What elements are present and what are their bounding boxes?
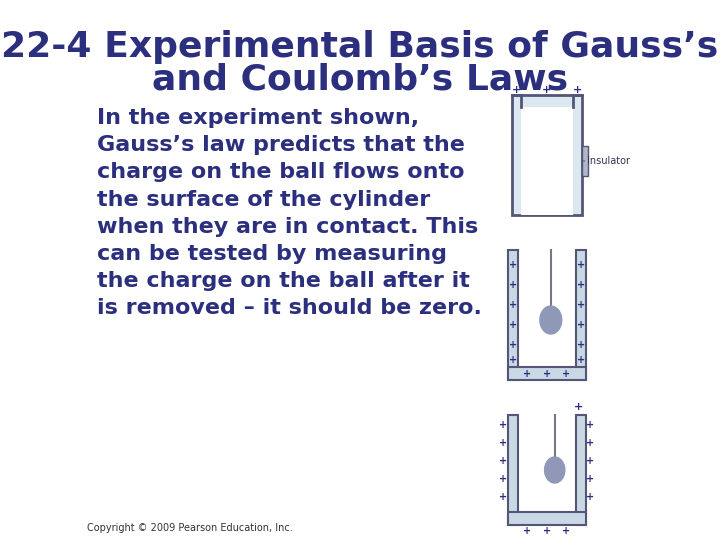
Text: Copyright © 2009 Pearson Education, Inc.: Copyright © 2009 Pearson Education, Inc.: [87, 523, 293, 533]
Bar: [508, 367, 586, 380]
Text: +: +: [499, 456, 508, 466]
Text: +: +: [499, 492, 508, 502]
Text: +: +: [587, 492, 595, 502]
Text: +: +: [562, 369, 570, 379]
Text: +: +: [587, 456, 595, 466]
Text: 22-4 Experimental Basis of Gauss’s: 22-4 Experimental Basis of Gauss’s: [1, 30, 719, 64]
Bar: [521, 107, 572, 215]
Text: +: +: [508, 355, 517, 365]
Text: Insulator: Insulator: [582, 156, 631, 166]
Text: +: +: [508, 320, 517, 330]
Bar: [582, 146, 588, 176]
Text: +: +: [573, 402, 582, 412]
Text: +: +: [577, 300, 585, 310]
Circle shape: [544, 457, 564, 483]
Text: +: +: [499, 474, 508, 484]
Text: +: +: [577, 280, 585, 290]
Text: +: +: [512, 85, 521, 95]
Text: +: +: [543, 369, 551, 379]
Text: +: +: [587, 420, 595, 430]
Text: +: +: [587, 438, 595, 448]
Text: +: +: [508, 280, 517, 290]
Text: +: +: [508, 300, 517, 310]
Text: +: +: [499, 438, 508, 448]
Bar: [512, 95, 582, 215]
Text: +: +: [572, 85, 582, 95]
Text: In the experiment shown,
Gauss’s law predicts that the
charge on the ball flows : In the experiment shown, Gauss’s law pre…: [96, 108, 482, 319]
Text: +: +: [577, 340, 585, 350]
Bar: [508, 415, 518, 525]
Text: +: +: [577, 355, 585, 365]
Text: +: +: [577, 260, 585, 270]
Text: +: +: [499, 420, 508, 430]
Bar: [508, 250, 518, 380]
Bar: [576, 415, 586, 525]
Text: +: +: [543, 526, 551, 536]
Bar: [576, 250, 586, 380]
Text: +: +: [577, 320, 585, 330]
Text: +: +: [562, 526, 570, 536]
Text: +: +: [587, 474, 595, 484]
Bar: [508, 512, 586, 525]
Text: +: +: [523, 526, 531, 536]
Text: +: +: [508, 260, 517, 270]
Text: +: +: [542, 85, 552, 95]
Text: +: +: [523, 369, 531, 379]
Text: +: +: [508, 340, 517, 350]
Text: and Coulomb’s Laws: and Coulomb’s Laws: [152, 62, 568, 96]
Circle shape: [540, 306, 562, 334]
